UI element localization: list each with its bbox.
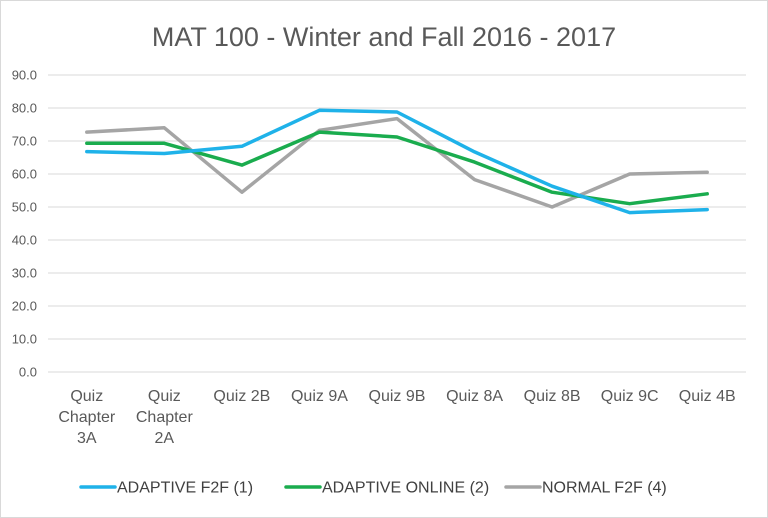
x-tick-label: Quiz Chapter 3A bbox=[58, 388, 116, 447]
x-tick-label: Quiz 9C bbox=[601, 388, 659, 405]
y-tick-label: 50.0 bbox=[12, 200, 37, 215]
y-tick-label: 60.0 bbox=[12, 167, 37, 182]
x-tick-label: Quiz 9A bbox=[291, 388, 348, 405]
x-tick-label: Quiz 2B bbox=[213, 388, 270, 405]
y-axis-tick-labels: 0.0 10.0 20.0 30.0 40.0 50.0 60.0 70.0 80.0 90.0 bbox=[12, 68, 37, 380]
y-tick-label: 80.0 bbox=[12, 101, 37, 116]
legend-label: ADAPTIVE F2F (1) bbox=[117, 480, 253, 497]
series-line-1 bbox=[85, 108, 709, 215]
x-tick-label: Quiz 4B bbox=[679, 388, 736, 405]
y-tick-label: 40.0 bbox=[12, 233, 37, 248]
y-tick-label: 20.0 bbox=[12, 299, 37, 314]
y-tick-label: 30.0 bbox=[12, 266, 37, 281]
y-tick-label: 10.0 bbox=[12, 332, 37, 347]
legend-label: ADAPTIVE ONLINE (2) bbox=[322, 480, 489, 497]
x-tick-label: Quiz 9B bbox=[369, 388, 426, 405]
y-tick-label: 70.0 bbox=[12, 134, 37, 149]
legend-label: NORMAL F2F (4) bbox=[542, 480, 667, 497]
data-series bbox=[85, 108, 709, 215]
y-tick-label: 0.0 bbox=[19, 365, 37, 380]
x-tick-label: Quiz 8B bbox=[524, 388, 581, 405]
series-line-3 bbox=[85, 116, 709, 209]
chart-title: MAT 100 - Winter and Fall 2016 - 2017 bbox=[152, 22, 616, 52]
x-tick-label: Quiz 8A bbox=[446, 388, 503, 405]
y-tick-label: 90.0 bbox=[12, 68, 37, 83]
legend: ADAPTIVE F2F (1) ADAPTIVE ONLINE (2) NORMA… bbox=[79, 480, 667, 497]
x-axis-tick-labels: Quiz Chapter 3A Quiz Chapter 2A Quiz 2B Quiz 9A… bbox=[58, 388, 735, 447]
x-tick-label: Quiz Chapter 2A bbox=[136, 388, 194, 447]
